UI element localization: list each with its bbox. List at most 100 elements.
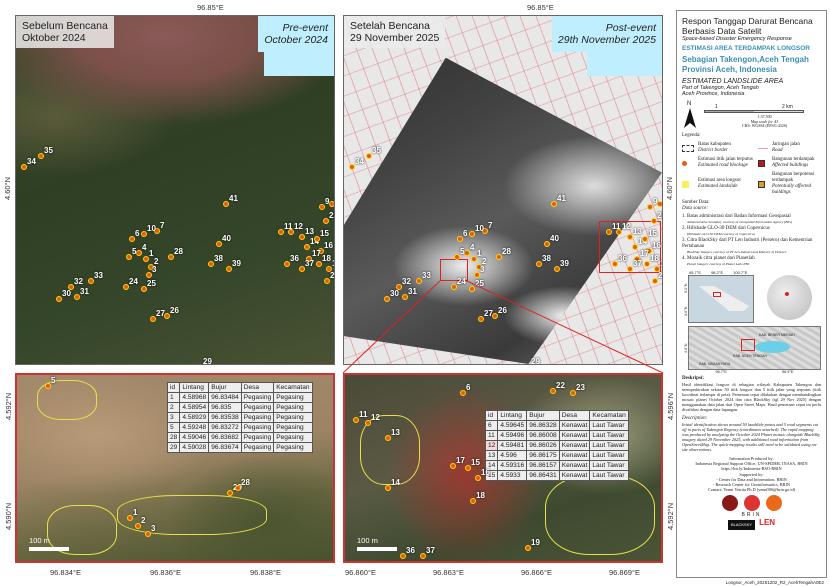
road-blockage-point[interactable]	[304, 244, 310, 250]
road-blockage-point[interactable]	[208, 261, 214, 267]
road-blockage-point[interactable]	[400, 553, 406, 559]
road-blockage-point[interactable]	[235, 485, 241, 491]
road-blockage-point[interactable]	[223, 201, 229, 207]
road-blockage-point[interactable]	[606, 229, 612, 235]
road-blockage-point[interactable]	[385, 485, 391, 491]
road-blockage-point[interactable]	[482, 228, 488, 234]
road-blockage-point[interactable]	[126, 254, 132, 260]
road-blockage-point[interactable]	[288, 229, 294, 235]
road-blockage-point[interactable]	[536, 261, 542, 267]
zoom-map-kenawat[interactable]: id Lintang Bujur Desa Kecamatan 6 4.59645 96.86…	[343, 373, 663, 563]
road-blockage-point[interactable]	[141, 231, 147, 237]
road-blockage-point[interactable]	[21, 164, 27, 170]
road-blockage-point[interactable]	[544, 241, 550, 247]
road-blockage-point[interactable]	[632, 244, 638, 250]
road-blockage-point[interactable]	[366, 153, 372, 159]
road-blockage-point[interactable]	[136, 250, 142, 256]
road-blockage-point[interactable]	[464, 250, 470, 256]
road-blockage-point[interactable]	[299, 266, 305, 272]
road-blockage-point[interactable]	[164, 313, 170, 319]
road-blockage-point[interactable]	[460, 390, 466, 396]
road-blockage-point[interactable]	[550, 388, 556, 394]
road-blockage-point[interactable]	[554, 266, 560, 272]
pre-event-map[interactable]: Sebelum Bencana Oktober 2024 Pre-event Oct…	[15, 15, 335, 365]
road-blockage-point[interactable]	[471, 256, 477, 262]
road-blockage-point[interactable]	[56, 296, 62, 302]
road-blockage-point[interactable]	[306, 256, 312, 262]
road-blockage-point[interactable]	[329, 201, 334, 207]
road-blockage-point[interactable]	[570, 390, 576, 396]
road-blockage-point[interactable]	[123, 284, 129, 290]
road-blockage-point[interactable]	[168, 254, 174, 260]
road-blockage-point[interactable]	[349, 164, 355, 170]
road-blockage-point[interactable]	[612, 261, 618, 267]
road-blockage-point[interactable]	[150, 316, 156, 322]
road-blockage-point[interactable]	[143, 256, 149, 262]
road-blockage-point[interactable]	[551, 201, 557, 207]
road-blockage-point[interactable]	[316, 261, 322, 267]
road-blockage-point[interactable]	[38, 153, 44, 159]
road-blockage-point[interactable]	[334, 224, 335, 230]
road-blockage-point[interactable]	[496, 254, 502, 260]
table-cell: 4.596	[497, 450, 528, 461]
road-blockage-point[interactable]	[284, 261, 290, 267]
road-blockage-point[interactable]	[634, 256, 640, 262]
road-blockage-point[interactable]	[135, 523, 141, 529]
road-blockage-point[interactable]	[278, 229, 284, 235]
road-blockage-point[interactable]	[227, 490, 233, 496]
road-blockage-point[interactable]	[145, 531, 151, 537]
road-blockage-point[interactable]	[197, 364, 203, 365]
road-blockage-point[interactable]	[525, 545, 531, 551]
road-blockage-point[interactable]	[216, 241, 222, 247]
road-blockage-point[interactable]	[323, 218, 329, 224]
road-blockage-point[interactable]	[651, 218, 657, 224]
road-blockage-point[interactable]	[616, 229, 622, 235]
road-blockage-point[interactable]	[642, 236, 648, 242]
road-blockage-point[interactable]	[326, 266, 332, 272]
road-blockage-point[interactable]	[454, 254, 460, 260]
road-blockage-point[interactable]	[129, 236, 135, 242]
road-blockage-point[interactable]	[74, 294, 80, 300]
road-blockage-point[interactable]	[470, 498, 476, 504]
road-blockage-point[interactable]	[450, 463, 456, 469]
road-blockage-point[interactable]	[88, 278, 94, 284]
road-blockage-point[interactable]	[318, 248, 324, 254]
road-blockage-point[interactable]	[324, 278, 330, 284]
road-blockage-point[interactable]	[319, 204, 325, 210]
post-event-map[interactable]: Setelah Bencana 29 November 2025 Post-eve…	[343, 15, 663, 365]
road-blockage-point[interactable]	[627, 266, 633, 272]
road-blockage-point[interactable]	[226, 266, 232, 272]
road-blockage-point[interactable]	[465, 465, 471, 471]
road-blockage-point[interactable]	[451, 284, 457, 290]
zoom-map-pegasing[interactable]: id Lintang Bujur Desa Kecamatan 1 4.58968 96.83…	[15, 373, 335, 563]
road-blockage-point[interactable]	[127, 515, 133, 521]
road-blockage-point[interactable]	[68, 284, 74, 290]
road-blockage-point[interactable]	[644, 261, 650, 267]
road-blockage-point[interactable]	[314, 236, 320, 242]
road-blockage-point[interactable]	[334, 278, 335, 284]
road-blockage-point[interactable]	[662, 278, 663, 284]
road-blockage-point[interactable]	[647, 204, 653, 210]
road-blockage-point[interactable]	[475, 475, 481, 481]
top-coord-label: 96.85°E	[527, 3, 554, 12]
road-blockage-point[interactable]	[474, 272, 480, 278]
road-blockage-point[interactable]	[154, 228, 160, 234]
road-blockage-point[interactable]	[385, 435, 391, 441]
road-blockage-point[interactable]	[148, 264, 154, 270]
road-blockage-point[interactable]	[662, 224, 663, 230]
road-blockage-point[interactable]	[469, 231, 475, 237]
road-blockage-point[interactable]	[365, 420, 371, 426]
road-blockage-point[interactable]	[627, 234, 633, 240]
road-blockage-point[interactable]	[646, 248, 652, 254]
road-blockage-point[interactable]	[657, 201, 662, 207]
road-blockage-point[interactable]	[353, 417, 359, 423]
road-blockage-point[interactable]	[146, 272, 152, 278]
road-blockage-point[interactable]	[457, 236, 463, 242]
road-blockage-point[interactable]	[654, 266, 660, 272]
road-blockage-point[interactable]	[299, 234, 305, 240]
road-blockage-point[interactable]	[45, 383, 51, 389]
road-blockage-point[interactable]	[141, 286, 147, 292]
road-blockage-point[interactable]	[476, 264, 482, 270]
road-blockage-point[interactable]	[420, 553, 426, 559]
road-blockage-point[interactable]	[525, 364, 531, 365]
